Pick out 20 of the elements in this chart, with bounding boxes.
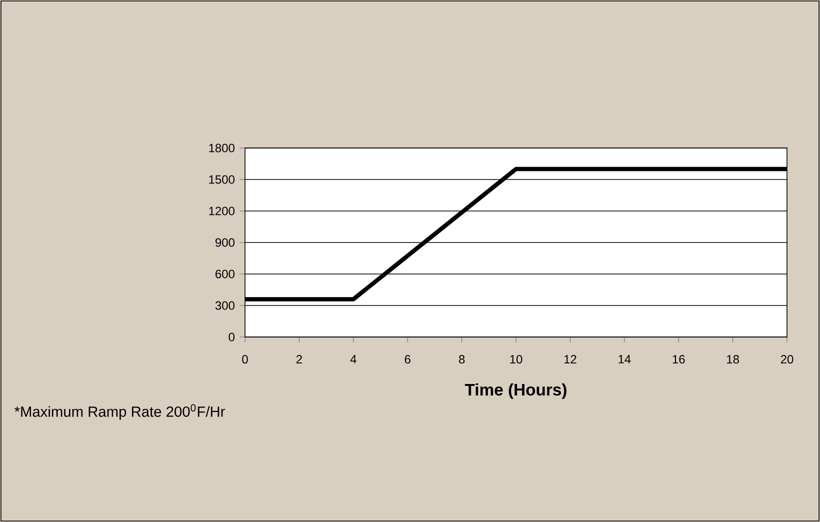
x-tick-label: 20 [780,355,794,364]
x-tick-label: 14 [618,355,631,364]
x-tick-label: 0 [242,355,248,364]
y-tick-label: 0 [228,332,234,342]
y-tick-label: 300 [215,301,234,310]
x-tick-label: 12 [564,355,576,364]
y-tick-label: 1200 [209,206,234,216]
y-tick-label: 1800 [209,144,234,152]
y-tick-label: 900 [216,238,234,247]
x-tick-label: 6 [404,355,410,364]
y-tick-label: 1500 [209,175,234,184]
x-tick-label: 10 [510,355,522,364]
x-tick-label: 16 [672,355,685,364]
y-tick-label: 600 [216,270,234,278]
x-tick-label: 8 [458,355,465,364]
x-tick-label: 18 [727,355,739,364]
x-tick-label: 2 [296,355,302,364]
x-axis-title: Time (Hours) [464,383,566,399]
x-tick-label: 4 [350,355,356,364]
text: *Maximum Ramp Rate 200$^{0}$F/Hr [14,404,225,420]
